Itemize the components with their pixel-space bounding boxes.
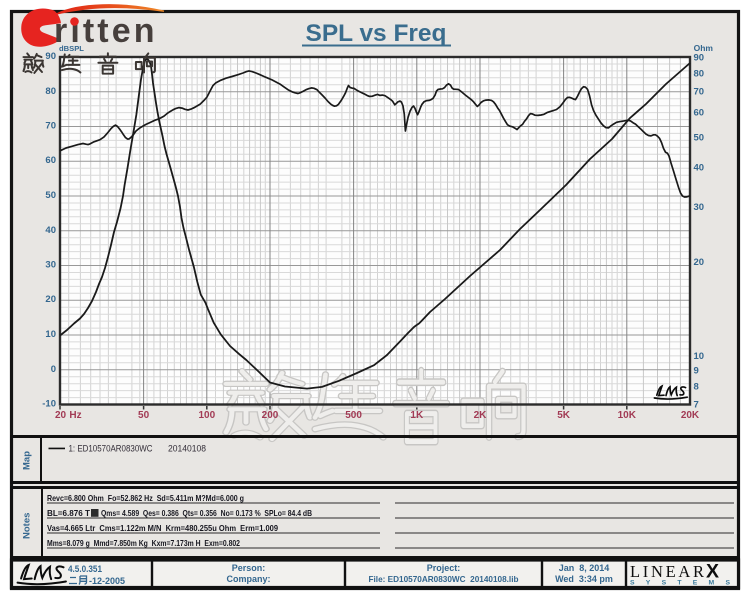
svg-text:500: 500 <box>345 410 362 421</box>
svg-text:Project:: Project: <box>427 563 461 573</box>
svg-text:Ohm: Ohm <box>694 43 714 53</box>
svg-text:90: 90 <box>45 51 56 62</box>
svg-text:60: 60 <box>45 155 56 166</box>
svg-text:7: 7 <box>694 400 699 411</box>
svg-text:Wed 3:34 pm: Wed 3:34 pm <box>555 574 613 584</box>
svg-text:SYSTEMS: SYSTEMS <box>630 580 730 587</box>
svg-text:0: 0 <box>51 364 56 375</box>
svg-text:X: X <box>706 561 719 583</box>
svg-text:30: 30 <box>694 202 705 213</box>
svg-text:8: 8 <box>694 382 699 393</box>
svg-text:20: 20 <box>45 294 56 305</box>
svg-text:40: 40 <box>45 225 56 236</box>
svg-text:60: 60 <box>694 108 705 119</box>
svg-text:20: 20 <box>55 410 67 421</box>
svg-text:Jan 8, 2014: Jan 8, 2014 <box>559 563 610 573</box>
svg-text:-12-2005: -12-2005 <box>89 576 125 586</box>
svg-text:20140108: 20140108 <box>168 444 206 454</box>
svg-text:90: 90 <box>694 52 705 63</box>
svg-text:70: 70 <box>45 121 56 132</box>
svg-text:20K: 20K <box>681 410 700 421</box>
svg-text:Mms=8.079 g Mmd=7.850m Kg Kx: Mms=8.079 g Mmd=7.850m Kg Kxm=7.173m H E… <box>47 538 240 548</box>
svg-text:Hz: Hz <box>69 410 81 421</box>
svg-text:200: 200 <box>262 410 279 421</box>
svg-text:30: 30 <box>45 260 56 271</box>
svg-text:10: 10 <box>694 351 705 362</box>
svg-text:Map: Map <box>22 451 33 470</box>
svg-text:100: 100 <box>198 410 215 421</box>
svg-text:50: 50 <box>138 410 150 421</box>
svg-text:Person:: Person: <box>232 563 266 573</box>
svg-text:File: ED10570AR0830WC 2014010: File: ED10570AR0830WC 20140108.lib <box>369 574 519 584</box>
svg-text:80: 80 <box>694 68 705 79</box>
svg-text:80: 80 <box>45 86 56 97</box>
svg-text:Company:: Company: <box>226 574 270 584</box>
svg-text:10: 10 <box>45 329 56 340</box>
svg-text:1K: 1K <box>410 410 424 421</box>
svg-text:SPL vs Freq: SPL vs Freq <box>306 20 447 47</box>
svg-text:dBSPL: dBSPL <box>59 44 84 53</box>
svg-text:9: 9 <box>694 366 699 377</box>
svg-text:10K: 10K <box>618 410 637 421</box>
svg-text:20: 20 <box>694 257 705 268</box>
svg-text:50: 50 <box>694 132 705 143</box>
svg-text:Notes: Notes <box>22 513 33 539</box>
svg-text:-10: -10 <box>42 399 56 410</box>
svg-text:40: 40 <box>694 163 705 174</box>
svg-text:70: 70 <box>694 87 705 98</box>
svg-text:Revc=6.800 Ohm Fo=52.862 Hz: Revc=6.800 Ohm Fo=52.862 Hz Sd=5.411m M?… <box>47 493 244 503</box>
svg-text:BL=6.876 T: BL=6.876 T <box>47 508 91 518</box>
svg-text:50: 50 <box>45 190 56 201</box>
svg-text:1: ED10570AR0830WC: 1: ED10570AR0830WC <box>69 444 153 454</box>
svg-text:2K: 2K <box>474 410 488 421</box>
svg-text:Qms= 4.589 Qes= 0.386 Qts= 0: Qms= 4.589 Qes= 0.386 Qts= 0.356 No= 0.1… <box>101 508 312 518</box>
svg-text:4.5.0.351: 4.5.0.351 <box>68 564 102 574</box>
svg-text:Vas=4.665 Ltr Cms=1.122m M/N: Vas=4.665 Ltr Cms=1.122m M/N Krm=480.255… <box>47 523 278 533</box>
svg-text:5K: 5K <box>557 410 571 421</box>
